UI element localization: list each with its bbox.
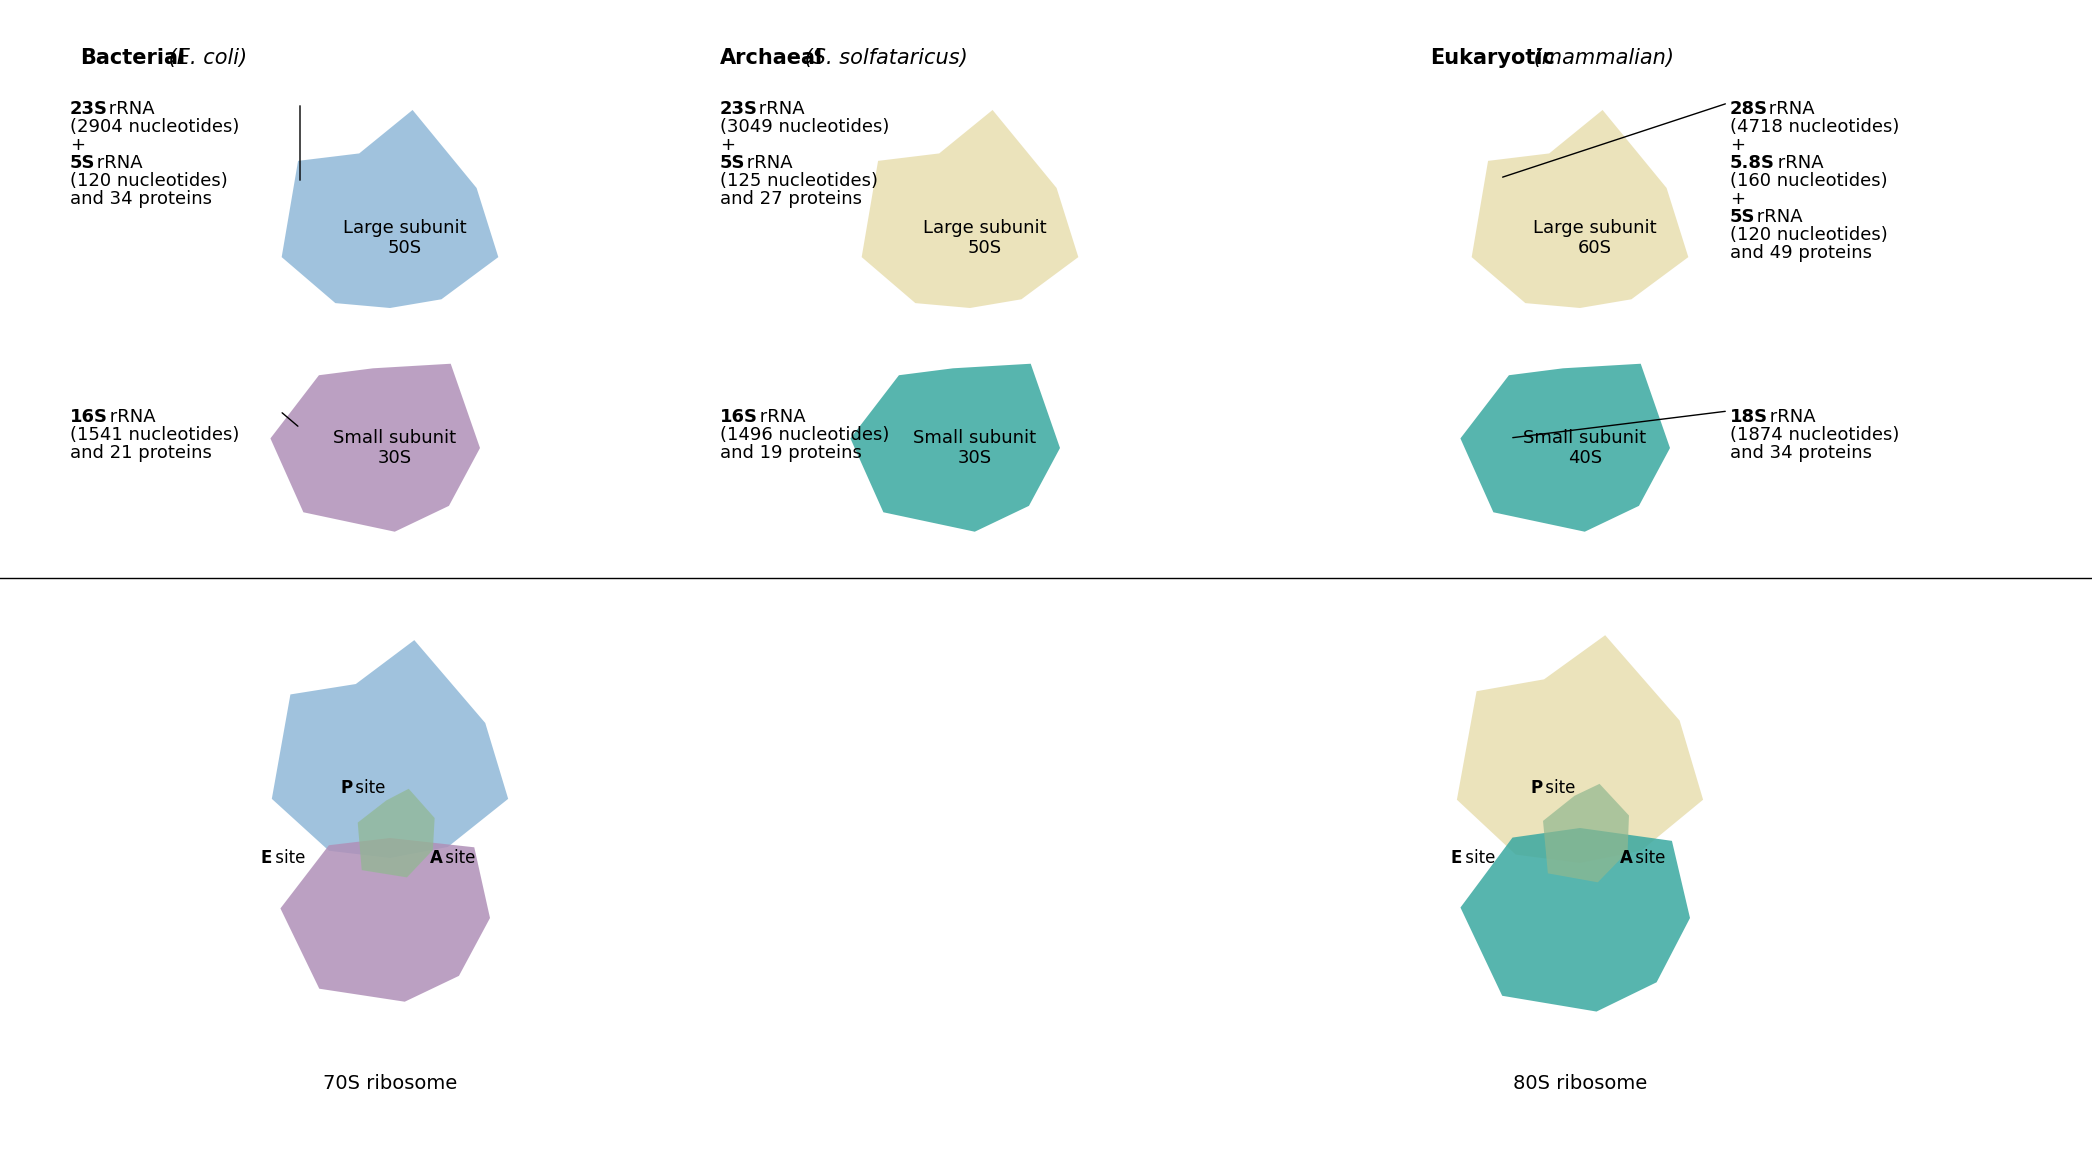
Text: rRNA: rRNA: [1772, 154, 1824, 173]
Text: Large subunit
50S: Large subunit 50S: [923, 219, 1046, 257]
Text: site: site: [270, 849, 305, 867]
Text: rRNA: rRNA: [90, 154, 142, 173]
Text: +: +: [69, 135, 86, 154]
Text: rRNA: rRNA: [1764, 408, 1816, 426]
Text: (1496 nucleotides): (1496 nucleotides): [720, 426, 889, 444]
Text: E: E: [259, 849, 272, 867]
Text: and 34 proteins: and 34 proteins: [1730, 444, 1872, 462]
Text: (120 nucleotides): (120 nucleotides): [1730, 226, 1887, 244]
Text: Small subunit
30S: Small subunit 30S: [914, 428, 1036, 468]
Text: rRNA: rRNA: [1764, 100, 1814, 118]
PathPatch shape: [1456, 636, 1703, 863]
Text: 23S: 23S: [720, 100, 757, 118]
Text: site: site: [1540, 779, 1575, 797]
Text: E: E: [1450, 849, 1462, 867]
Text: (E. coli): (E. coli): [161, 47, 247, 68]
Text: +: +: [1730, 190, 1745, 208]
PathPatch shape: [1471, 110, 1688, 308]
Text: Small subunit
30S: Small subunit 30S: [333, 428, 456, 468]
PathPatch shape: [851, 364, 1061, 532]
Text: (3049 nucleotides): (3049 nucleotides): [720, 118, 889, 135]
Text: (mammalian): (mammalian): [1527, 47, 1674, 68]
Text: site: site: [349, 779, 385, 797]
Text: site: site: [1460, 849, 1496, 867]
Text: Bacterial: Bacterial: [79, 47, 184, 68]
Text: rRNA: rRNA: [753, 100, 805, 118]
Text: 16S: 16S: [720, 408, 757, 426]
Text: (1874 nucleotides): (1874 nucleotides): [1730, 426, 1900, 444]
PathPatch shape: [358, 789, 435, 878]
Text: (1541 nucleotides): (1541 nucleotides): [69, 426, 238, 444]
PathPatch shape: [280, 838, 490, 1002]
Text: and 21 proteins: and 21 proteins: [69, 444, 211, 462]
Text: 18S: 18S: [1730, 408, 1768, 426]
Text: rRNA: rRNA: [741, 154, 793, 173]
Text: P: P: [1529, 779, 1542, 797]
Text: (125 nucleotides): (125 nucleotides): [720, 173, 879, 190]
PathPatch shape: [272, 640, 508, 858]
Text: Large subunit
60S: Large subunit 60S: [1533, 219, 1657, 257]
Text: 5S: 5S: [69, 154, 96, 173]
Text: 70S ribosome: 70S ribosome: [322, 1073, 458, 1093]
Text: Small subunit
40S: Small subunit 40S: [1523, 428, 1646, 468]
Text: +: +: [1730, 135, 1745, 154]
Text: Archaeal: Archaeal: [720, 47, 822, 68]
Text: 5S: 5S: [1730, 208, 1755, 226]
Text: 28S: 28S: [1730, 100, 1768, 118]
Text: rRNA: rRNA: [105, 408, 155, 426]
Text: (160 nucleotides): (160 nucleotides): [1730, 173, 1887, 190]
Text: Eukaryotic: Eukaryotic: [1431, 47, 1554, 68]
Text: 16S: 16S: [69, 408, 109, 426]
Text: site: site: [439, 849, 475, 867]
PathPatch shape: [862, 110, 1077, 308]
Text: (120 nucleotides): (120 nucleotides): [69, 173, 228, 190]
Text: and 19 proteins: and 19 proteins: [720, 444, 862, 462]
Text: (S. solfataricus): (S. solfataricus): [797, 47, 969, 68]
Text: and 27 proteins: and 27 proteins: [720, 190, 862, 208]
Text: and 49 proteins: and 49 proteins: [1730, 244, 1872, 262]
Text: rRNA: rRNA: [1751, 208, 1803, 226]
Text: Large subunit
50S: Large subunit 50S: [343, 219, 467, 257]
Text: rRNA: rRNA: [753, 408, 805, 426]
Text: and 34 proteins: and 34 proteins: [69, 190, 211, 208]
Text: 5S: 5S: [720, 154, 745, 173]
Text: 5.8S: 5.8S: [1730, 154, 1774, 173]
Text: A: A: [431, 849, 444, 867]
Text: 23S: 23S: [69, 100, 109, 118]
Text: P: P: [341, 779, 351, 797]
Text: A: A: [1619, 849, 1634, 867]
Text: (2904 nucleotides): (2904 nucleotides): [69, 118, 238, 135]
Text: rRNA: rRNA: [103, 100, 155, 118]
Text: (4718 nucleotides): (4718 nucleotides): [1730, 118, 1900, 135]
PathPatch shape: [1460, 828, 1690, 1012]
PathPatch shape: [270, 364, 479, 532]
PathPatch shape: [282, 110, 498, 308]
Text: 80S ribosome: 80S ribosome: [1513, 1073, 1646, 1093]
PathPatch shape: [1460, 364, 1669, 532]
Text: site: site: [1630, 849, 1665, 867]
PathPatch shape: [1544, 784, 1630, 882]
Text: +: +: [720, 135, 734, 154]
